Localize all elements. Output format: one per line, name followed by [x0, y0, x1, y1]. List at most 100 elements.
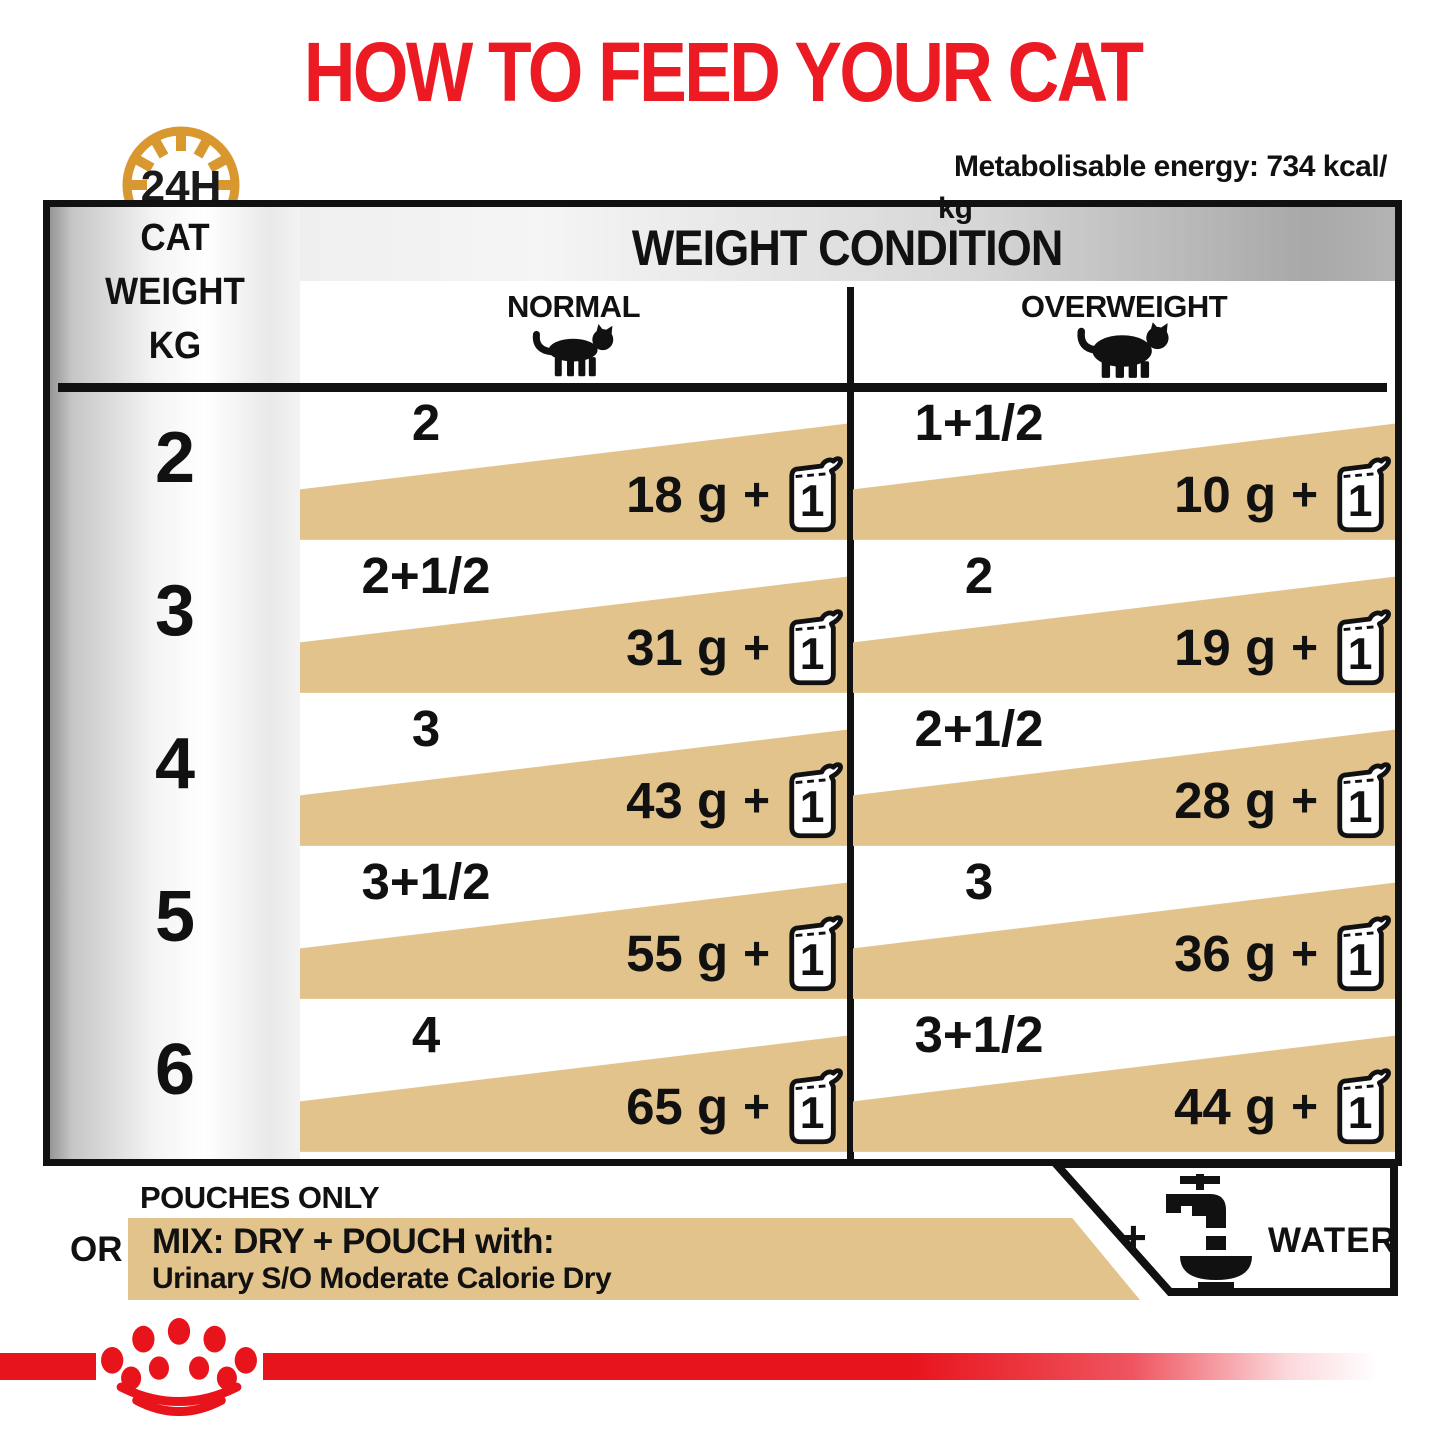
normal-cell: 3+1/2 55 g + 1 — [300, 852, 847, 1005]
water-plus-sign: + — [1120, 1211, 1147, 1263]
table-row: 4 3 43 g + 1 2+1/2 28 g — [50, 699, 1395, 852]
pouches-only-count: 2+1/2 — [914, 700, 1044, 757]
cat-weight-value: 6 — [154, 1030, 196, 1110]
pouch-icon: 1 — [789, 1068, 843, 1145]
pouches-only-count: 2 — [964, 547, 994, 604]
cat-weight-value: 3 — [154, 571, 196, 651]
corner-header: CAT WEIGHT KG — [105, 217, 245, 367]
column-normal-label: NORMAL — [506, 289, 641, 324]
weight-condition-header-band — [300, 207, 1395, 281]
plus-sign: + — [1291, 1080, 1318, 1132]
plus-sign: + — [743, 468, 770, 520]
plus-sign: + — [743, 621, 770, 673]
normal-cell: 3 43 g + 1 — [300, 699, 847, 852]
svg-text:1: 1 — [800, 936, 825, 985]
faucet-icon — [1166, 1174, 1252, 1288]
mix-amount: 19 g + 1 — [1174, 604, 1391, 690]
overweight-cat-icon — [853, 321, 1395, 381]
normal-cell: 2+1/2 31 g + 1 — [300, 546, 847, 699]
dry-grams: 43 g — [626, 771, 729, 829]
dry-grams: 10 g — [1174, 465, 1277, 523]
royal-canin-crown-logo — [101, 1318, 257, 1416]
normal-cat-icon — [300, 321, 847, 381]
pouch-icon: 1 — [1337, 1068, 1391, 1145]
dry-grams: 19 g — [1174, 618, 1277, 676]
mix-amount: 43 g + 1 — [626, 757, 843, 843]
cat-weight-value: 4 — [154, 724, 196, 804]
pouches-only-count: 3+1/2 — [361, 853, 491, 910]
mix-amount: 18 g + 1 — [626, 451, 843, 537]
normal-cell: 4 65 g + 1 — [300, 1005, 847, 1158]
overweight-cell: 1+1/2 10 g + 1 — [853, 393, 1395, 546]
plus-sign: + — [1291, 468, 1318, 520]
dry-grams: 36 g — [1174, 924, 1277, 982]
column-divider — [847, 287, 854, 1159]
mix-product-label: Urinary S/O Moderate Calorie Dry — [152, 1262, 612, 1295]
mix-amount: 10 g + 1 — [1174, 451, 1391, 537]
pouch-icon: 1 — [1337, 915, 1391, 992]
mix-amount: 28 g + 1 — [1174, 757, 1391, 843]
column-overweight-label: OVERWEIGHT — [1020, 289, 1228, 324]
table-row: 2 2 18 g + 1 1+1/2 10 g — [50, 393, 1395, 546]
pouches-only-count: 2 — [411, 394, 441, 451]
mix-box — [128, 1218, 1140, 1300]
pouch-icon: 1 — [1337, 609, 1391, 686]
pouch-icon: 1 — [789, 915, 843, 992]
svg-text:1: 1 — [1348, 936, 1373, 985]
pouches-only-count: 3+1/2 — [914, 1006, 1044, 1063]
plus-sign: + — [743, 774, 770, 826]
feeding-table: CAT WEIGHT KG WEIGHT CONDITION NORMAL OV… — [43, 200, 1402, 1166]
header-separator-line — [58, 383, 1387, 392]
overweight-cell: 3+1/2 44 g + 1 — [853, 1005, 1395, 1158]
dry-grams: 44 g — [1174, 1077, 1277, 1135]
dry-grams: 18 g — [626, 465, 729, 523]
overweight-cell: 2+1/2 28 g + 1 — [853, 699, 1395, 852]
svg-text:1: 1 — [1348, 783, 1373, 832]
svg-text:1: 1 — [800, 477, 825, 526]
mix-amount: 65 g + 1 — [626, 1063, 843, 1149]
svg-text:1: 1 — [1348, 477, 1373, 526]
normal-cell: 2 18 g + 1 — [300, 393, 847, 546]
mix-amount: 36 g + 1 — [1174, 910, 1391, 996]
brand-stripe — [0, 1353, 96, 1380]
plus-sign: + — [743, 927, 770, 979]
pouch-icon: 1 — [1337, 456, 1391, 533]
brand-stripe — [263, 1353, 1378, 1380]
dry-grams: 31 g — [626, 618, 729, 676]
pouch-icon: 1 — [1337, 762, 1391, 839]
pouch-icon: 1 — [789, 456, 843, 533]
pouch-icon: 1 — [789, 762, 843, 839]
dry-grams: 28 g — [1174, 771, 1277, 829]
pouches-only-count: 4 — [411, 1006, 441, 1063]
pouches-only-count: 2+1/2 — [361, 547, 491, 604]
plus-sign: + — [1291, 927, 1318, 979]
svg-text:1: 1 — [800, 1089, 825, 1138]
page-title: HOW TO FEED YOUR CAT — [303, 25, 1144, 119]
pouches-only-count: 3 — [411, 700, 441, 757]
main-header: WEIGHT CONDITION — [632, 220, 1063, 276]
pouches-only-label: POUCHES ONLY — [140, 1180, 380, 1215]
or-label: OR — [70, 1230, 123, 1269]
table-row: 3 2+1/2 31 g + 1 2 19 g — [50, 546, 1395, 699]
pouch-icon: 1 — [789, 609, 843, 686]
dry-grams: 65 g — [626, 1077, 729, 1135]
water-callout: + WATER — [1047, 1160, 1398, 1296]
mix-label: MIX: DRY + POUCH with: — [152, 1222, 555, 1261]
mix-amount: 44 g + 1 — [1174, 1063, 1391, 1149]
plus-sign: + — [1291, 774, 1318, 826]
table-row: 5 3+1/2 55 g + 1 3 36 g — [50, 852, 1395, 1005]
overweight-cell: 2 19 g + 1 — [853, 546, 1395, 699]
metabolisable-energy-note: Metabolisable energy: 734 kcal/ — [953, 150, 1388, 183]
water-label: WATER — [1268, 1221, 1397, 1260]
svg-text:1: 1 — [1348, 1089, 1373, 1138]
cat-weight-value: 2 — [154, 418, 196, 498]
cat-weight-column-background — [50, 207, 300, 1159]
mix-amount: 31 g + 1 — [626, 604, 843, 690]
table-row: 6 4 65 g + 1 3+1/2 44 g — [50, 1005, 1395, 1158]
pouches-only-count: 1+1/2 — [914, 394, 1044, 451]
svg-text:1: 1 — [1348, 630, 1373, 679]
dry-grams: 55 g — [626, 924, 729, 982]
pouches-only-count: 3 — [964, 853, 994, 910]
svg-text:1: 1 — [800, 783, 825, 832]
